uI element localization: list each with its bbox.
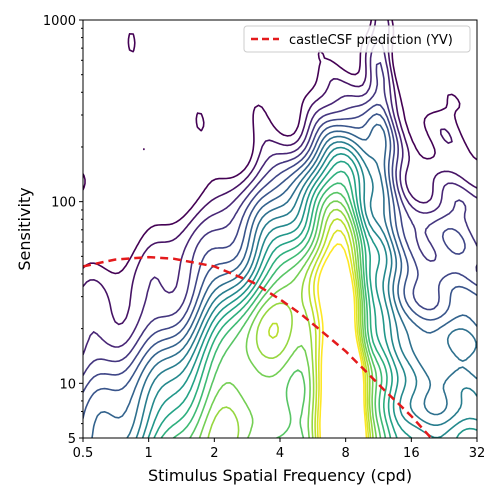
x-tick-label: 8 bbox=[342, 446, 350, 461]
legend-box bbox=[243, 25, 471, 53]
contour-level bbox=[147, 153, 477, 438]
contour-level bbox=[207, 208, 374, 438]
legend-entry-prediction: castleCSF prediction (YV) bbox=[289, 33, 453, 48]
y-axis-label: Sensitivity bbox=[15, 187, 34, 270]
contour-level bbox=[126, 135, 477, 438]
contour-level bbox=[198, 200, 378, 438]
contour-level bbox=[313, 229, 370, 438]
x-tick-label: 32 bbox=[469, 446, 486, 461]
contour-level bbox=[172, 182, 387, 438]
y-tick-label: 5 bbox=[68, 432, 76, 447]
plot-background bbox=[83, 20, 477, 438]
x-tick-label: 2 bbox=[210, 446, 218, 461]
contour-level bbox=[268, 218, 372, 438]
x-axis-ticks: 0.5 1 2 4 8 16 32 bbox=[73, 438, 486, 461]
contour-level bbox=[141, 146, 477, 438]
prediction-series bbox=[83, 255, 433, 438]
x-axis-label: Stimulus Spatial Frequency (cpd) bbox=[148, 466, 412, 485]
prediction-line bbox=[83, 255, 433, 438]
contour-level bbox=[135, 141, 477, 438]
contour-lines bbox=[83, 20, 477, 438]
x-tick-label: 4 bbox=[276, 446, 284, 461]
y-tick-label: 1000 bbox=[43, 14, 76, 29]
contour-level bbox=[83, 103, 477, 394]
y-tick-label: 10 bbox=[59, 377, 76, 392]
y-axis-ticks: 5 10 100 1000 bbox=[43, 14, 83, 447]
contour-level bbox=[153, 160, 398, 438]
legend: castleCSF prediction (YV) bbox=[243, 25, 471, 53]
x-tick-label: 0.5 bbox=[73, 446, 94, 461]
x-tick-label: 1 bbox=[145, 446, 153, 461]
contour-level bbox=[83, 20, 477, 326]
contour-level bbox=[91, 123, 477, 438]
y-tick-label: 100 bbox=[51, 196, 76, 211]
x-tick-label: 16 bbox=[403, 446, 420, 461]
